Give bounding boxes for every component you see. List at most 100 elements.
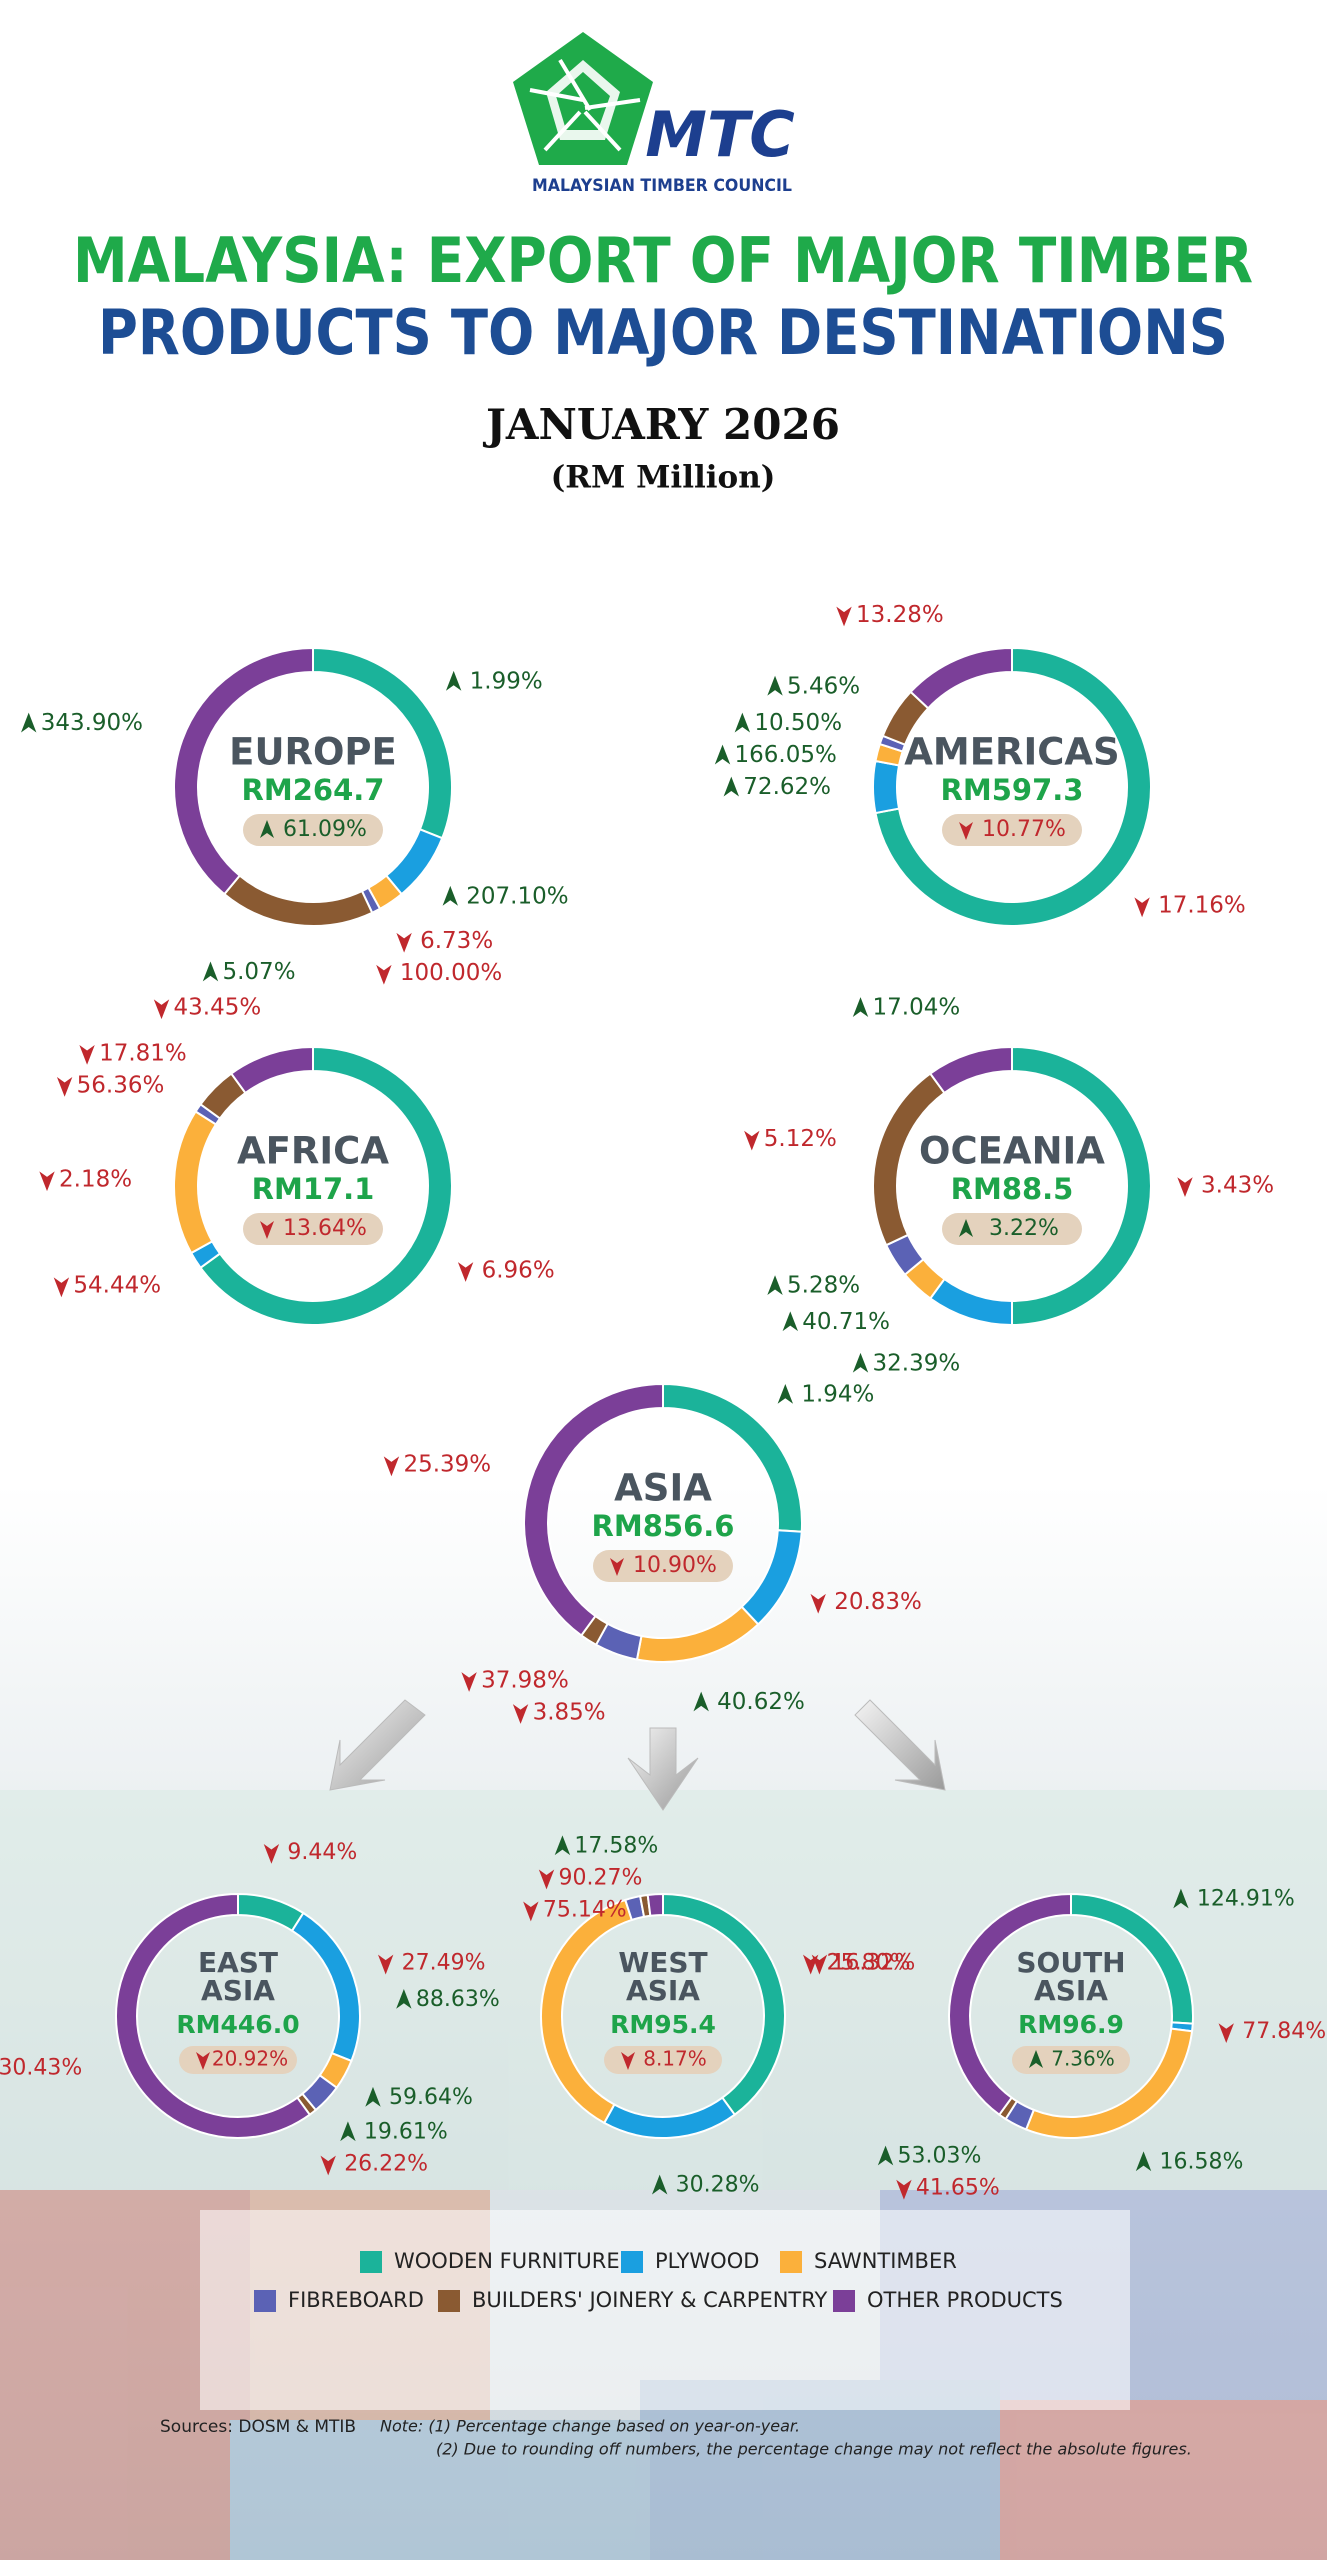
trend-arrow <box>445 670 462 691</box>
legend-label: WOODEN FURNITURE <box>394 2249 620 2273</box>
trend-arrow <box>457 1262 474 1282</box>
trend-arrow <box>383 1456 400 1477</box>
trend-arrow <box>1173 1888 1189 1909</box>
trend-arrow <box>767 675 783 696</box>
segment-change-label: 124.91% <box>1197 1887 1295 1912</box>
donut-change: 10.77% <box>982 817 1066 842</box>
trend-arrow <box>377 1954 394 1975</box>
segment-change-label: 1.99% <box>470 668 543 694</box>
trend-arrow <box>877 2145 894 2166</box>
donut-title: ASIA <box>1034 1974 1108 2007</box>
change-pill <box>593 1550 733 1582</box>
segment-change-label: 100.00% <box>400 960 502 986</box>
trend-arrow <box>651 2174 668 2195</box>
trend-arrow <box>959 822 973 840</box>
segment-change-label: 16.58% <box>1160 2149 1244 2174</box>
trend-arrow <box>852 1352 869 1373</box>
segment-change-label: 90.27% <box>559 1865 643 1890</box>
trend-arrow <box>852 997 869 1017</box>
segment-change-label: 88.63% <box>416 1987 500 2012</box>
donut-chart: 17.16% 72.62% 166.05% 10.50% 5.46% 13.28% AMER… <box>714 602 1246 927</box>
trend-arrow <box>196 2052 210 2070</box>
donut-change: 20.92% <box>212 2047 288 2071</box>
segment-change-label: 166.05% <box>735 742 837 768</box>
donut-total: RM96.9 <box>1018 2010 1124 2039</box>
donut-total: RM95.4 <box>610 2010 716 2039</box>
trend-arrow <box>959 1219 973 1237</box>
segment-change-label: 43.45% <box>174 995 262 1021</box>
trend-arrow <box>39 1171 55 1192</box>
donut-segment <box>872 759 901 815</box>
trend-arrow <box>340 2121 356 2142</box>
note-2: (2) Due to rounding off numbers, the per… <box>436 2440 1192 2459</box>
segment-change-label: 2.18% <box>59 1167 132 1193</box>
sources: Sources: DOSM & MTIB <box>160 2417 356 2437</box>
segment-change-label: 30.28% <box>676 2173 760 2198</box>
segment-change-label: 13.28% <box>856 602 944 628</box>
trend-arrow <box>376 964 392 985</box>
change-pill <box>179 2046 297 2074</box>
donut-chart: 1.99% 207.10% 6.73% 100.00% 5.07% 343.90% EURO… <box>21 646 569 986</box>
donut-segment <box>874 646 1152 927</box>
segment-change-label: 40.71% <box>802 1309 890 1335</box>
segment-change-label: 17.04% <box>873 995 961 1021</box>
change-pill <box>1012 2046 1130 2074</box>
change-pill <box>942 1213 1082 1245</box>
donut-total: RM597.3 <box>941 773 1084 807</box>
trend-arrow <box>21 712 37 733</box>
donut-title: AMERICAS <box>904 731 1119 774</box>
trend-arrow <box>767 1275 783 1295</box>
segment-change-label: 26.22% <box>344 2151 428 2176</box>
charts: 1.99% 207.10% 6.73% 100.00% 5.07% 343.90% EURO… <box>0 602 1326 2201</box>
segment-change-label: 30.43% <box>0 2056 82 2081</box>
segment-change-label: 343.90% <box>41 710 143 736</box>
donut-total: RM17.1 <box>252 1172 375 1206</box>
legend-label: FIBREBOARD <box>288 2288 424 2312</box>
segment-change-label: 53.03% <box>898 2144 982 2169</box>
segment-change-label: 5.07% <box>222 959 295 985</box>
segment-change-label: 16.32% <box>831 1950 915 1975</box>
trend-arrow <box>734 712 751 733</box>
change-pill <box>942 814 1082 846</box>
donut-change: 8.17% <box>643 2047 707 2071</box>
trend-arrow <box>461 1672 477 1692</box>
trend-arrow <box>260 820 274 838</box>
segment-change-label: 1.94% <box>801 1381 874 1407</box>
segment-change-label: 10.50% <box>754 710 842 736</box>
donut-change: 7.36% <box>1051 2047 1115 2071</box>
segment-change-label: 25.80% <box>827 1950 911 1975</box>
segment-change-label: 5.46% <box>787 673 860 699</box>
legend: WOODEN FURNITURE PLYWOOD SAWNTIMBER FIBREBO… <box>254 2249 1063 2312</box>
donut-title: OCEANIA <box>919 1130 1105 1173</box>
trend-arrow <box>320 2155 336 2176</box>
trend-arrow <box>777 1383 794 1404</box>
trend-arrow <box>1029 2050 1043 2068</box>
trend-arrow <box>693 1691 709 1712</box>
segment-change-label: 41.65% <box>916 2176 1000 2201</box>
trend-arrow <box>554 1835 571 1856</box>
legend-label: OTHER PRODUCTS <box>867 2288 1063 2312</box>
change-pill <box>243 1213 383 1245</box>
donut-title: SOUTH <box>1016 1946 1125 1979</box>
segment-change-label: 27.49% <box>402 1950 486 1975</box>
donut-segment <box>173 646 314 896</box>
trend-arrow <box>782 1311 798 1332</box>
segment-change-label: 32.39% <box>873 1350 961 1376</box>
donut-total: RM88.5 <box>951 1172 1074 1206</box>
donut-chart: 1.94% 20.83% 40.62% 3.85% 37.98% 25.39% ASIARM… <box>383 1381 922 1725</box>
trend-arrow <box>1135 2151 1152 2172</box>
trend-arrow <box>810 1593 826 1614</box>
donut-segment <box>909 646 1013 710</box>
trend-arrow <box>442 885 458 906</box>
donut-chart: 6.96% 54.44% 2.18% 56.36% 17.81% 43.45% AFRICA… <box>39 995 555 1326</box>
legend-label: PLYWOOD <box>655 2249 759 2273</box>
donut-chart: 25.80% 30.28% 88.63% 75.14% 90.27% 17.58% WEST… <box>396 1833 911 2198</box>
donut-change: 61.09% <box>283 817 367 842</box>
legend-swatch <box>621 2251 643 2273</box>
unit: (RM Million) <box>551 460 776 496</box>
trend-arrow <box>744 1130 760 1151</box>
segment-change-label: 54.44% <box>73 1273 161 1299</box>
donut-title: EAST <box>198 1946 278 1979</box>
note-1: Note: (1) Percentage change based on yea… <box>380 2417 800 2436</box>
segment-change-label: 75.14% <box>543 1897 627 1922</box>
